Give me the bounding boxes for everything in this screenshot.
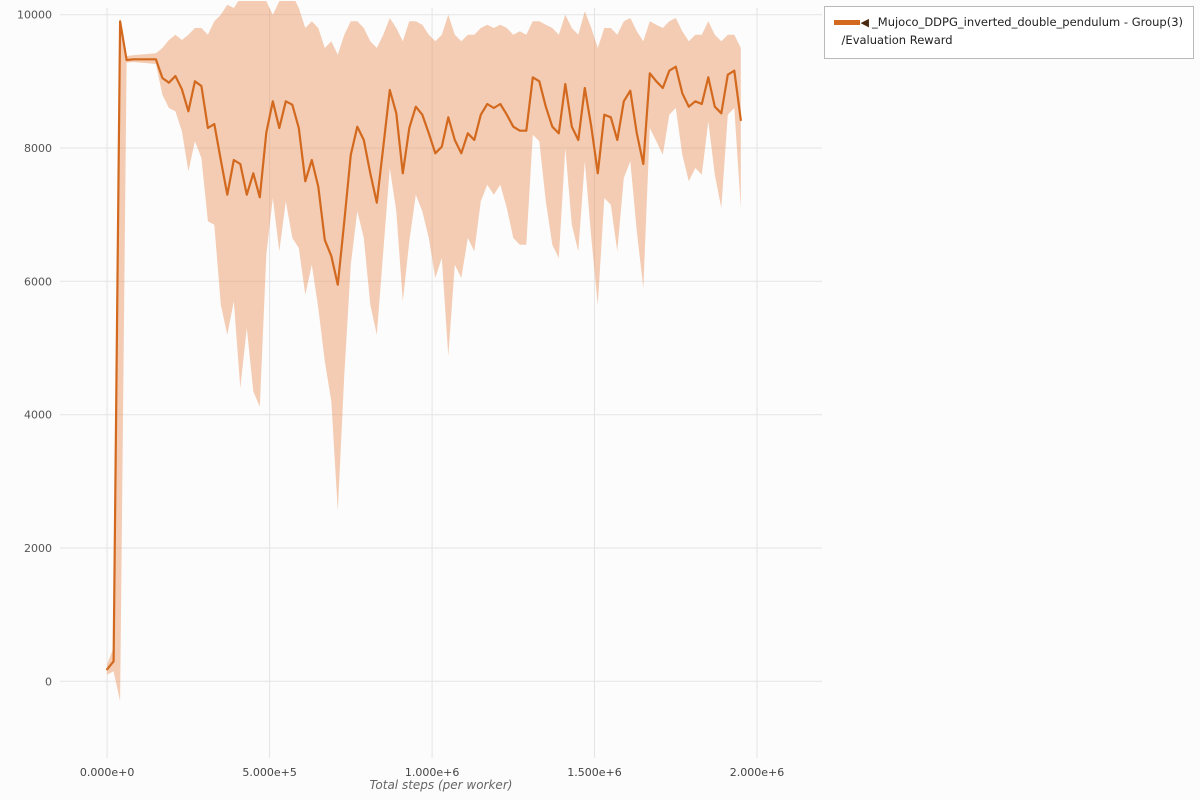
legend-series-label: _Mujoco_DDPG_inverted_double_pendulum - … [872, 15, 1183, 30]
svg-text:0: 0 [45, 675, 52, 688]
legend-item[interactable]: ◀ _Mujoco_DDPG_inverted_double_pendulum -… [833, 14, 1183, 32]
legend-marker-icon: ◀ [860, 16, 870, 29]
svg-text:2000: 2000 [24, 542, 52, 555]
svg-text:5.000e+5: 5.000e+5 [242, 766, 296, 779]
svg-text:4000: 4000 [24, 409, 52, 422]
svg-text:1.000e+6: 1.000e+6 [405, 766, 459, 779]
svg-text:2.000e+6: 2.000e+6 [730, 766, 784, 779]
x-axis-title: Total steps (per worker) [369, 778, 513, 792]
svg-text:8000: 8000 [24, 142, 52, 155]
legend-line-swatch [833, 20, 860, 26]
svg-text:1.500e+6: 1.500e+6 [567, 766, 621, 779]
svg-text:6000: 6000 [24, 275, 52, 288]
svg-text:10000: 10000 [17, 9, 52, 22]
legend: ◀ _Mujoco_DDPG_inverted_double_pendulum -… [823, 6, 1194, 59]
svg-text:0.000e+0: 0.000e+0 [80, 766, 134, 779]
legend-metric-label: /Evaluation Reward [841, 32, 953, 47]
